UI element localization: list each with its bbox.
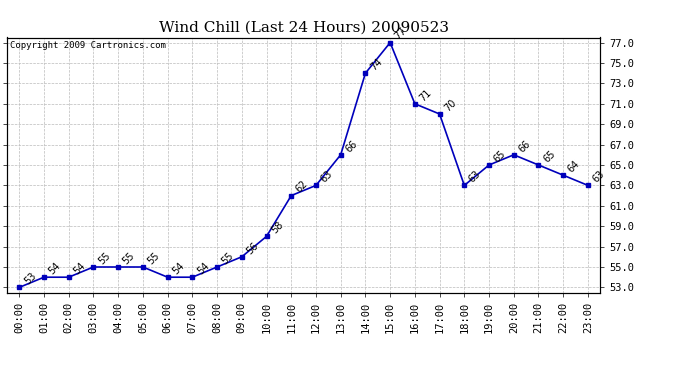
Text: 58: 58 — [269, 220, 285, 236]
Text: 62: 62 — [294, 179, 310, 195]
Text: 65: 65 — [541, 148, 557, 164]
Text: 55: 55 — [121, 250, 137, 266]
Text: 53: 53 — [22, 271, 38, 286]
Text: 63: 63 — [591, 169, 607, 184]
Text: 77: 77 — [393, 26, 409, 42]
Text: 55: 55 — [96, 250, 112, 266]
Text: 66: 66 — [517, 138, 532, 154]
Text: 65: 65 — [492, 148, 508, 164]
Text: 63: 63 — [319, 169, 335, 184]
Text: 70: 70 — [442, 98, 458, 113]
Text: 55: 55 — [220, 250, 236, 266]
Text: 54: 54 — [195, 261, 211, 276]
Text: 63: 63 — [467, 169, 483, 184]
Text: Copyright 2009 Cartronics.com: Copyright 2009 Cartronics.com — [10, 41, 166, 50]
Text: 71: 71 — [417, 87, 433, 103]
Text: 54: 54 — [72, 261, 88, 276]
Text: 56: 56 — [244, 240, 260, 256]
Text: 74: 74 — [368, 57, 384, 72]
Title: Wind Chill (Last 24 Hours) 20090523: Wind Chill (Last 24 Hours) 20090523 — [159, 21, 448, 35]
Text: 55: 55 — [146, 250, 161, 266]
Text: 54: 54 — [47, 261, 63, 276]
Text: 66: 66 — [344, 138, 359, 154]
Text: 64: 64 — [566, 159, 582, 174]
Text: 54: 54 — [170, 261, 186, 276]
